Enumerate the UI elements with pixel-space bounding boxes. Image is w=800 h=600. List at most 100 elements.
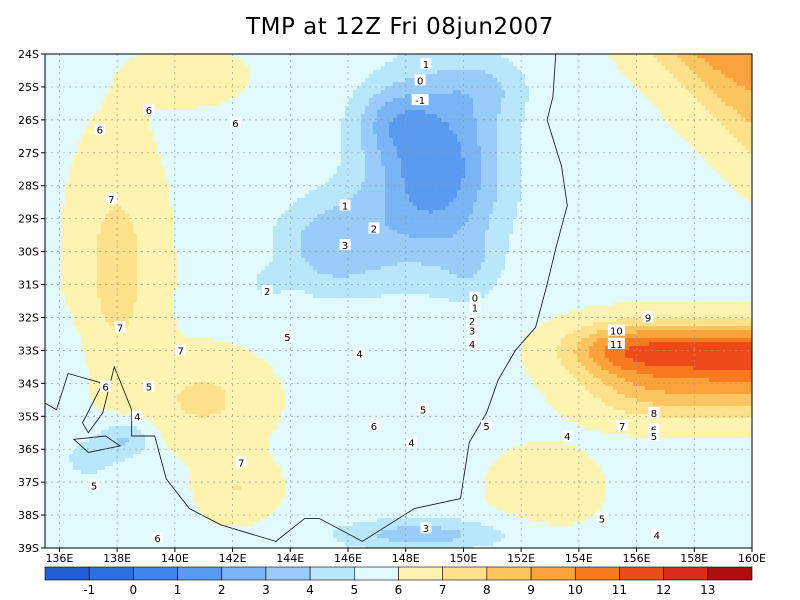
field-cell xyxy=(129,126,134,131)
field-cell xyxy=(457,158,462,163)
field-cell xyxy=(121,154,126,159)
field-cell xyxy=(105,82,110,87)
field-cell xyxy=(585,134,590,139)
field-cell xyxy=(637,126,642,131)
field-cell xyxy=(409,118,414,123)
field-cell xyxy=(357,130,362,135)
field-cell xyxy=(537,138,542,143)
field-cell xyxy=(289,138,294,143)
field-cell xyxy=(105,110,110,115)
field-cell xyxy=(309,150,314,155)
field-cell xyxy=(205,78,210,83)
field-cell xyxy=(185,54,190,59)
field-cell xyxy=(237,54,242,59)
field-cell xyxy=(605,98,610,103)
field-cell xyxy=(329,106,334,111)
field-cell xyxy=(317,118,322,123)
field-cell xyxy=(281,70,286,75)
field-cell xyxy=(489,158,494,163)
field-cell xyxy=(261,102,266,107)
field-cell xyxy=(285,66,290,71)
field-cell xyxy=(529,110,534,115)
field-cell xyxy=(625,74,630,79)
field-cell xyxy=(129,78,134,83)
field-cell xyxy=(461,114,466,119)
field-cell xyxy=(385,138,390,143)
field-cell xyxy=(537,162,542,167)
field-cell xyxy=(289,114,294,119)
field-cell xyxy=(657,146,662,151)
field-cell xyxy=(113,142,118,147)
field-cell xyxy=(69,126,74,131)
field-cell xyxy=(597,142,602,147)
field-cell xyxy=(421,146,426,151)
field-cell xyxy=(177,162,182,167)
field-cell xyxy=(329,102,334,107)
field-cell xyxy=(301,66,306,71)
field-cell xyxy=(373,106,378,111)
field-cell xyxy=(109,146,114,151)
field-cell xyxy=(745,70,750,75)
field-cell xyxy=(617,138,622,143)
field-cell xyxy=(645,126,650,131)
field-cell xyxy=(565,138,570,143)
field-cell xyxy=(677,78,682,83)
field-cell xyxy=(701,122,706,127)
field-cell xyxy=(277,130,282,135)
field-cell xyxy=(225,66,230,71)
field-cell xyxy=(473,122,478,127)
field-cell xyxy=(329,94,334,99)
field-cell xyxy=(265,154,270,159)
field-cell xyxy=(733,118,738,123)
field-cell xyxy=(365,70,370,75)
field-cell xyxy=(373,130,378,135)
field-cell xyxy=(433,86,438,91)
field-cell xyxy=(441,58,446,63)
field-cell xyxy=(601,54,606,59)
field-cell xyxy=(637,78,642,83)
field-cell xyxy=(249,82,254,87)
field-cell xyxy=(561,138,566,143)
field-cell xyxy=(85,146,90,151)
field-cell xyxy=(61,98,66,103)
field-cell xyxy=(77,106,82,111)
field-cell xyxy=(453,138,458,143)
field-cell xyxy=(205,154,210,159)
field-cell xyxy=(365,138,370,143)
field-cell xyxy=(213,82,218,87)
field-cell xyxy=(209,110,214,115)
field-cell xyxy=(581,74,586,79)
field-cell xyxy=(345,62,350,67)
field-cell xyxy=(77,90,82,95)
field-cell xyxy=(401,106,406,111)
field-cell xyxy=(293,70,298,75)
field-cell xyxy=(373,74,378,79)
field-cell xyxy=(297,114,302,119)
field-cell xyxy=(745,138,750,143)
field-cell xyxy=(501,58,506,63)
field-cell xyxy=(61,90,66,95)
field-cell xyxy=(525,78,530,83)
field-cell xyxy=(541,106,546,111)
field-cell xyxy=(385,74,390,79)
field-cell xyxy=(57,114,62,119)
field-cell xyxy=(129,166,134,171)
field-cell xyxy=(457,66,462,71)
field-cell xyxy=(573,134,578,139)
field-cell xyxy=(69,90,74,95)
field-cell xyxy=(161,122,166,127)
field-cell xyxy=(521,58,526,63)
field-cell xyxy=(589,98,594,103)
field-cell xyxy=(605,142,610,147)
field-cell xyxy=(401,70,406,75)
field-cell xyxy=(349,134,354,139)
field-cell xyxy=(105,122,110,127)
field-cell xyxy=(213,70,218,75)
field-cell xyxy=(425,86,430,91)
field-cell xyxy=(385,70,390,75)
field-cell xyxy=(745,98,750,103)
field-cell xyxy=(685,138,690,143)
field-cell xyxy=(741,70,746,75)
field-cell xyxy=(285,58,290,63)
field-cell xyxy=(693,58,698,63)
